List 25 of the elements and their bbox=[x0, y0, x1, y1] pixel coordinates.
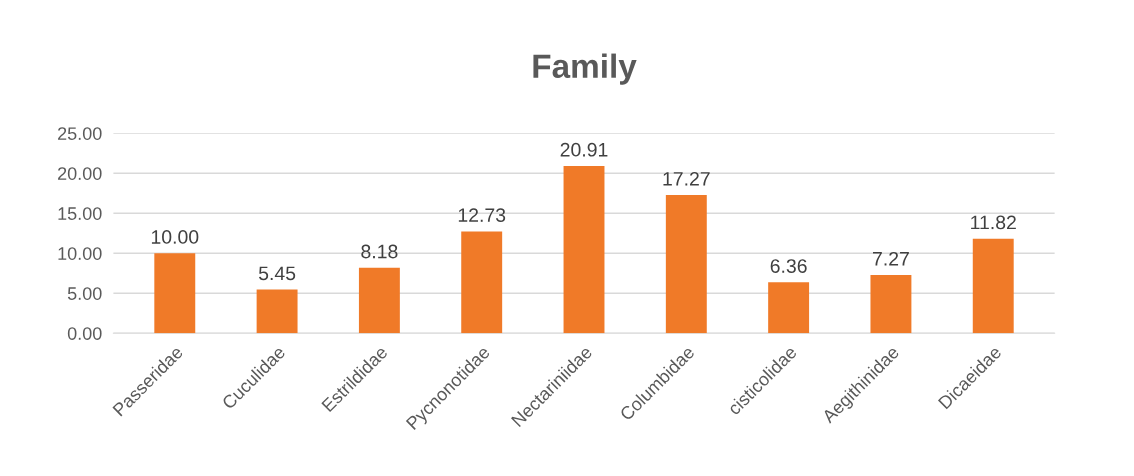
bar bbox=[461, 231, 503, 334]
bar bbox=[972, 238, 1014, 334]
y-tick-label: 25.00 bbox=[58, 127, 102, 140]
y-tick-label: 15.00 bbox=[58, 207, 102, 220]
data-label: 7.27 bbox=[873, 251, 909, 266]
y-tick-label: 0.00 bbox=[67, 327, 102, 340]
data-label: 12.73 bbox=[458, 208, 506, 222]
bar bbox=[563, 165, 605, 334]
data-label: 8.18 bbox=[361, 244, 398, 259]
bar bbox=[154, 253, 196, 334]
bar bbox=[665, 195, 707, 334]
y-tick-label: 10.00 bbox=[58, 247, 102, 260]
data-label: 6.36 bbox=[770, 259, 807, 273]
bar bbox=[358, 267, 400, 334]
data-label: 5.45 bbox=[258, 266, 296, 281]
bar bbox=[870, 275, 912, 334]
data-label: 20.91 bbox=[560, 142, 608, 157]
y-tick-label: 20.00 bbox=[58, 167, 102, 180]
bar bbox=[256, 289, 298, 334]
data-label: 11.82 bbox=[971, 215, 1016, 230]
chart-title: Family bbox=[533, 53, 637, 85]
data-label: 17.27 bbox=[663, 171, 710, 186]
data-label: 10.00 bbox=[151, 230, 199, 244]
bar bbox=[768, 282, 810, 334]
y-tick-label: 5.00 bbox=[67, 287, 102, 300]
